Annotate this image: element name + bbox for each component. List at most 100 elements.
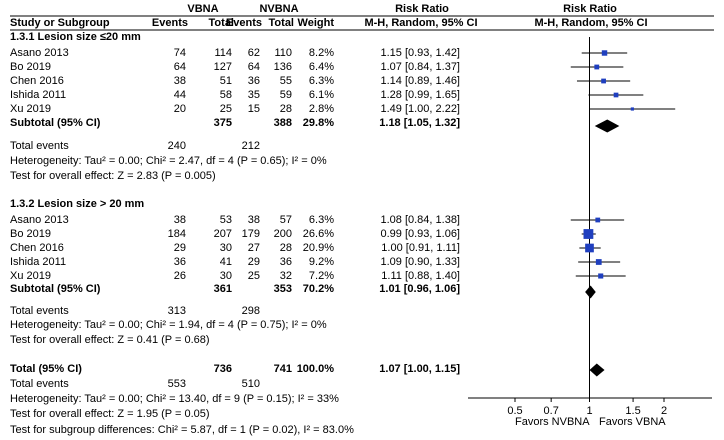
weight: 6.3%	[308, 75, 334, 87]
total-total-2: 741	[273, 363, 292, 375]
events-1: 64	[173, 61, 186, 73]
effect-ci: 1.28 [0.99, 1.65]	[380, 89, 460, 101]
events-1: 184	[167, 228, 186, 240]
total-events-2: 298	[241, 305, 260, 317]
favors-left-label: Favors NVBNA	[515, 416, 590, 428]
total-2: 59	[279, 89, 292, 101]
overall-events-1: 553	[167, 378, 186, 390]
subtotal-weight: 70.2%	[302, 283, 334, 295]
effect-marker	[601, 50, 608, 56]
total-2: 28	[279, 103, 292, 115]
total-1: 30	[219, 270, 232, 282]
overall-events-label: Total events	[10, 378, 69, 390]
total-weight: 100.0%	[296, 363, 334, 375]
ratio-title-right: Risk Ratio	[563, 3, 617, 15]
effect-marker	[601, 78, 606, 84]
total-2: 200	[273, 228, 292, 240]
events-1: 20	[173, 103, 186, 115]
effect-marker	[585, 243, 594, 253]
study-name: Ishida 2011	[10, 256, 67, 268]
overall-effect-text: Test for overall effect: Z = 0.41 (P = 0…	[10, 334, 210, 346]
total-events-2: 212	[241, 140, 260, 152]
weight: 6.4%	[308, 61, 334, 73]
col-study: Study or Subgroup	[10, 17, 110, 29]
ratio-title-left: Risk Ratio	[395, 3, 449, 15]
study-name: Xu 2019	[10, 270, 51, 282]
total-1: 41	[219, 256, 232, 268]
effect-ci: 1.14 [0.89, 1.46]	[380, 75, 460, 87]
total-label: Total (95% CI)	[10, 363, 82, 375]
effect-ci: 1.07 [0.84, 1.37]	[380, 61, 460, 73]
total-events-1: 313	[167, 305, 186, 317]
total-1: 58	[219, 89, 232, 101]
effect-marker	[595, 217, 601, 223]
events-1: 74	[173, 47, 186, 59]
effect-marker	[594, 64, 600, 70]
total-1: 25	[219, 103, 232, 115]
events-1: 44	[173, 89, 186, 101]
total-2: 36	[279, 256, 292, 268]
total-1: 207	[213, 228, 232, 240]
heterogeneity-text: Heterogeneity: Tau² = 0.00; Chi² = 1.94,…	[10, 319, 327, 331]
subtotal-total-2: 388	[273, 117, 292, 129]
subtotal-ci: 1.01 [0.96, 1.06]	[379, 283, 460, 295]
total-total-1: 736	[213, 363, 232, 375]
weight: 9.2%	[308, 256, 334, 268]
x-tick-label: 1.5	[625, 405, 640, 417]
col-events-2: Events	[225, 17, 262, 29]
effect-ci: 1.11 [0.88, 1.40]	[381, 270, 460, 282]
total-1: 53	[219, 214, 232, 226]
effect-marker	[598, 273, 604, 279]
events-2: 62	[247, 47, 260, 59]
subtotal-total-1: 375	[213, 117, 232, 129]
weight: 7.2%	[308, 270, 334, 282]
overall-heterogeneity-text: Heterogeneity: Tau² = 0.00; Chi² = 13.40…	[10, 393, 339, 405]
effect-ci: 1.15 [0.93, 1.42]	[380, 47, 460, 59]
weight: 8.2%	[308, 47, 334, 59]
effect-ci: 0.99 [0.93, 1.06]	[380, 228, 460, 240]
study-name: Asano 2013	[10, 214, 69, 226]
weight: 6.1%	[308, 89, 334, 101]
events-1: 26	[173, 270, 186, 282]
overall-events-2: 510	[241, 378, 260, 390]
events-2: 15	[247, 103, 260, 115]
total-1: 51	[219, 75, 232, 87]
study-name: Bo 2019	[10, 228, 51, 240]
heterogeneity-text: Heterogeneity: Tau² = 0.00; Chi² = 2.47,…	[10, 155, 327, 167]
total-ci: 1.07 [1.00, 1.15]	[379, 363, 460, 375]
col-total-2: Total	[268, 17, 294, 29]
group2-header: NVBNA	[259, 3, 299, 15]
total-events-label: Total events	[10, 140, 69, 152]
subtotal-diamond	[585, 285, 596, 299]
subtotal-total-1: 361	[213, 283, 232, 295]
study-name: Ishida 2011	[10, 89, 67, 101]
table-rules	[10, 15, 714, 31]
total-diamond	[589, 363, 605, 377]
total-1: 127	[213, 61, 232, 73]
col-total-1: Total	[208, 17, 234, 29]
x-tick-label: 0.5	[507, 405, 522, 417]
effect-ci: 1.00 [0.91, 1.11]	[381, 242, 460, 254]
events-1: 36	[173, 256, 186, 268]
total-2: 32	[279, 270, 292, 282]
subtotal-total-2: 353	[273, 283, 292, 295]
x-tick-label: 1	[586, 405, 592, 417]
effect-ci: 1.08 [0.84, 1.38]	[380, 214, 460, 226]
overall-effect-text: Test for overall effect: Z = 2.83 (P = 0…	[10, 170, 216, 182]
col-events-1: Events	[151, 17, 188, 29]
events-2: 64	[247, 61, 260, 73]
events-1: 38	[173, 214, 186, 226]
subtotal-label: Subtotal (95% CI)	[10, 283, 101, 295]
total-2: 55	[279, 75, 292, 87]
effect-marker	[630, 107, 634, 111]
x-axis: 0.5 0.7 1 1.5 2	[468, 397, 712, 417]
x-tick-label: 2	[661, 405, 667, 417]
study-name: Chen 2016	[10, 75, 64, 87]
effect-marker	[613, 92, 619, 98]
subgroup-title: 1.3.2 Lesion size > 20 mm	[10, 198, 145, 210]
effect-ci: 1.49 [1.00, 2.22]	[380, 103, 460, 115]
study-name: Asano 2013	[10, 47, 69, 59]
events-2: 179	[241, 228, 260, 240]
total-2: 136	[273, 61, 292, 73]
